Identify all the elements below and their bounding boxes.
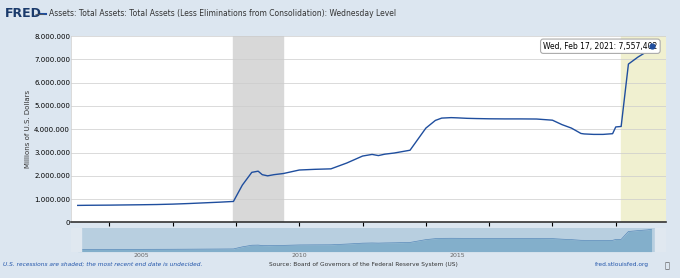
Bar [621, 36, 666, 222]
Text: FRED: FRED [5, 8, 41, 20]
Y-axis label: Millions of U.S. Dollars: Millions of U.S. Dollars [25, 90, 31, 168]
Text: Assets: Total Assets: Total Assets (Less Eliminations from Consolidation): Wedne: Assets: Total Assets: Total Assets (Less… [49, 9, 396, 18]
Text: Wed, Feb 17, 2021: 7,557,402: Wed, Feb 17, 2021: 7,557,402 [543, 42, 658, 51]
Text: Source: Board of Governors of the Federal Reserve System (US): Source: Board of Governors of the Federa… [269, 262, 458, 267]
Bar [233, 36, 284, 222]
Bar [656, 228, 666, 252]
Bar [71, 228, 81, 252]
Text: —: — [35, 9, 44, 19]
Text: fred.stlouisfed.org: fred.stlouisfed.org [595, 262, 649, 267]
Text: U.S. recessions are shaded; the most recent end date is undecided.: U.S. recessions are shaded; the most rec… [3, 262, 203, 267]
Text: ⧉: ⧉ [665, 262, 670, 271]
